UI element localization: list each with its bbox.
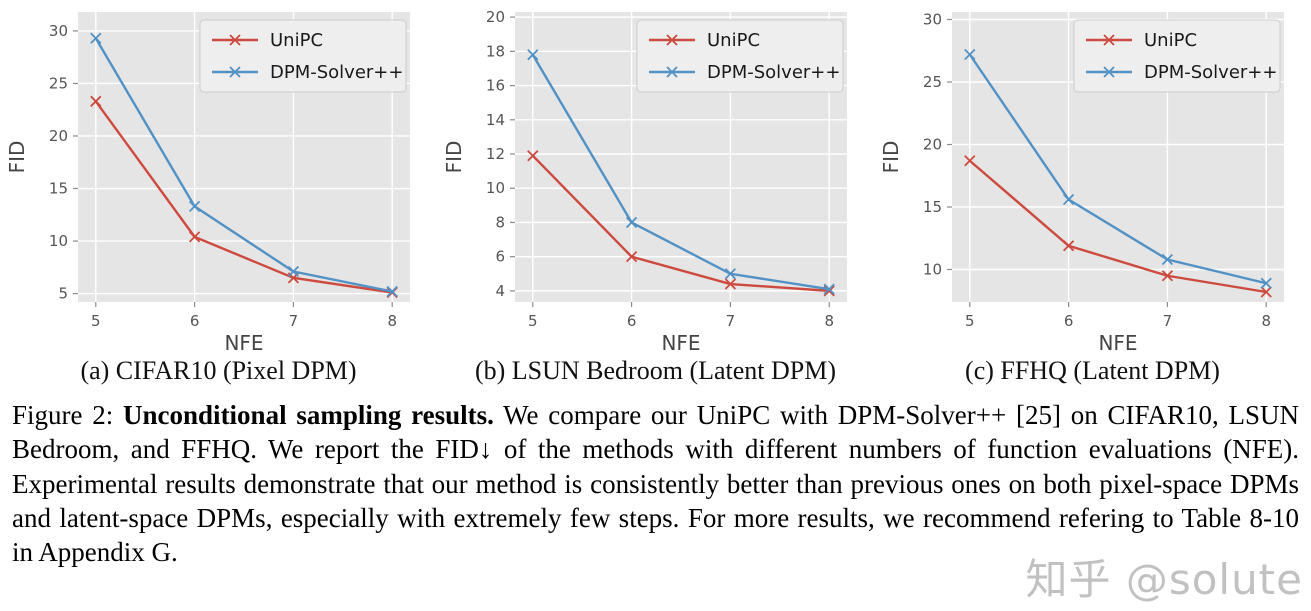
y-tick-label: 14 [486, 111, 505, 129]
x-tick-label: 8 [1261, 312, 1271, 330]
series-line-unipc [531, 154, 830, 293]
data-point-marker [964, 155, 976, 167]
data-point-marker [625, 251, 638, 263]
legend-swatch-marker [1103, 34, 1115, 46]
y-tick-label: 10 [49, 232, 68, 250]
subfigure-lsun-bedroom: 4 6 8 10 12 14 16 18 20 5 6 7 8 FID NFE UniPC DPM-Solver… [437, 0, 874, 386]
x-tick-label: 7 [726, 312, 736, 330]
legend-label: UniPC [707, 30, 760, 51]
chart-cifar10: 5 10 15 20 25 30 5 6 7 8 FID NFE UniPC DPM-Solver++ [5, 12, 410, 352]
y-tick-label: 12 [486, 145, 505, 163]
data-point-marker [1260, 277, 1272, 289]
chart-ffhq: 10 15 20 25 30 5 6 7 8 FID NFE UniPC DPM-Solver++ [879, 11, 1284, 352]
x-tick-label: 5 [528, 312, 538, 330]
y-axis-label: FID [879, 141, 903, 174]
data-point-marker [90, 95, 102, 107]
y-tick-label: 6 [495, 248, 505, 266]
legend-swatch-marker [229, 34, 241, 46]
y-tick-label: 18 [486, 42, 505, 60]
subfigure-ffhq: 10 15 20 25 30 5 6 7 8 FID NFE UniPC DPM-Solver++ (c… [874, 0, 1311, 386]
y-tick-label: 10 [923, 261, 942, 279]
data-point-marker [625, 216, 638, 229]
y-tick-label: 20 [486, 8, 505, 26]
x-tick-label: 7 [289, 312, 299, 330]
legend-swatch-marker [1103, 66, 1115, 78]
y-tick-label: 8 [495, 213, 505, 231]
caption-bold-title: Unconditional sampling results. [123, 400, 494, 430]
data-point-marker [1062, 240, 1075, 252]
data-point-marker [724, 268, 737, 280]
y-tick-label: 20 [49, 127, 68, 145]
x-tick-label: 6 [190, 312, 200, 330]
series-line-unipc [969, 159, 1267, 294]
legend-box [636, 19, 844, 93]
data-point-marker [1161, 253, 1174, 266]
y-tick-label: 25 [49, 74, 68, 92]
y-tick-label: 15 [923, 198, 942, 216]
data-point-marker [1260, 286, 1272, 298]
y-tick-label: 25 [923, 73, 942, 91]
y-tick-label: 20 [923, 136, 942, 154]
series-line-dpm-solver- [94, 37, 393, 293]
y-tick-label: 16 [486, 77, 505, 95]
legend-box [199, 19, 407, 93]
figure-row: 5 10 15 20 25 30 5 6 7 8 FID NFE UniPC DPM-Solver++ (… [0, 0, 1311, 386]
x-tick-label: 6 [1064, 312, 1074, 330]
subcaption-ffhq: (c) FFHQ (Latent DPM) [965, 356, 1220, 385]
x-tick-label: 5 [91, 312, 101, 330]
watermark-text: 知乎 @solute [1025, 555, 1303, 604]
data-point-marker [1062, 193, 1075, 206]
y-tick-label: 4 [495, 282, 505, 300]
series-line-dpm-solver- [968, 53, 1267, 285]
data-point-marker [964, 48, 976, 61]
y-axis-label: FID [442, 141, 466, 174]
legend-swatch-marker [666, 34, 678, 46]
chart-lsun-bedroom: 4 6 8 10 12 14 16 18 20 5 6 7 8 FID NFE UniPC DPM-Solver… [442, 8, 847, 352]
caption-prefix: Figure 2: [12, 400, 124, 430]
data-point-marker [188, 231, 201, 243]
subfigure-cifar10: 5 10 15 20 25 30 5 6 7 8 FID NFE UniPC DPM-Solver++ (… [0, 0, 437, 386]
subcaption-lsun-bedroom: (b) LSUN Bedroom (Latent DPM) [474, 356, 837, 385]
legend-label: DPM-Solver++ [1144, 62, 1277, 83]
x-tick-label: 6 [627, 312, 637, 330]
y-tick-label: 10 [486, 179, 505, 197]
legend-box [1073, 19, 1281, 93]
x-tick-label: 5 [965, 312, 975, 330]
x-tick-label: 8 [824, 312, 834, 330]
figure-caption: Figure 2: Unconditional sampling results… [12, 398, 1299, 569]
data-point-marker [527, 150, 539, 162]
x-axis-label: NFE [224, 331, 263, 352]
series-line-dpm-solver- [531, 54, 830, 291]
data-point-marker [386, 285, 398, 298]
data-point-marker [90, 32, 102, 44]
subcaption-cifar10: (a) CIFAR10 (Pixel DPM) [80, 356, 357, 385]
legend-label: DPM-Solver++ [270, 62, 403, 83]
legend-swatch-marker [229, 66, 241, 78]
y-tick-label: 5 [58, 285, 68, 303]
data-point-marker [724, 278, 737, 290]
legend-label: UniPC [270, 30, 323, 51]
x-axis-label: NFE [1098, 331, 1137, 352]
x-tick-label: 7 [1163, 312, 1173, 330]
caption-body: We compare our UniPC with DPM-Solver++ [… [12, 400, 1299, 568]
legend-label: UniPC [1144, 30, 1197, 51]
legend-swatch-marker [666, 66, 678, 78]
data-point-marker [823, 283, 835, 295]
x-axis-label: NFE [661, 331, 700, 352]
data-point-marker [1161, 270, 1174, 282]
x-tick-label: 8 [387, 312, 397, 330]
data-point-marker [527, 49, 539, 61]
series-line-unipc [94, 100, 393, 294]
y-tick-label: 15 [49, 180, 68, 198]
data-point-marker [188, 200, 201, 213]
legend-label: DPM-Solver++ [707, 62, 840, 83]
data-point-marker [287, 265, 300, 278]
y-axis-label: FID [5, 141, 29, 174]
y-tick-label: 30 [49, 22, 68, 40]
y-tick-label: 30 [923, 11, 942, 29]
